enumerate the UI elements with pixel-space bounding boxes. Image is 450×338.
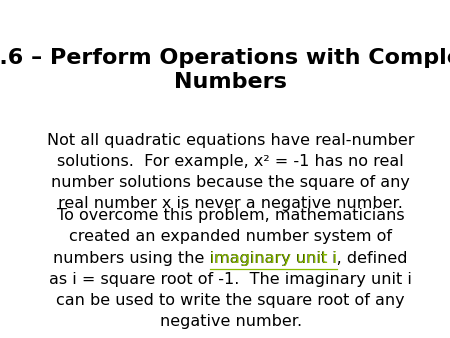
Text: 4.6 – Perform Operations with Complex
Numbers: 4.6 – Perform Operations with Complex Nu… <box>0 48 450 92</box>
Text: numbers using the imaginary unit i, defined: numbers using the imaginary unit i, defi… <box>54 251 408 266</box>
Text: as i = square root of -1.  The imaginary unit i
can be used to write the square : as i = square root of -1. The imaginary … <box>49 272 412 330</box>
Text: To overcome this problem, mathematicians
created an expanded number system of: To overcome this problem, mathematicians… <box>57 209 405 244</box>
Text: Not all quadratic equations have real-number
solutions.  For example, x² = -1 ha: Not all quadratic equations have real-nu… <box>47 133 414 211</box>
Text: imaginary unit i: imaginary unit i <box>210 251 337 266</box>
